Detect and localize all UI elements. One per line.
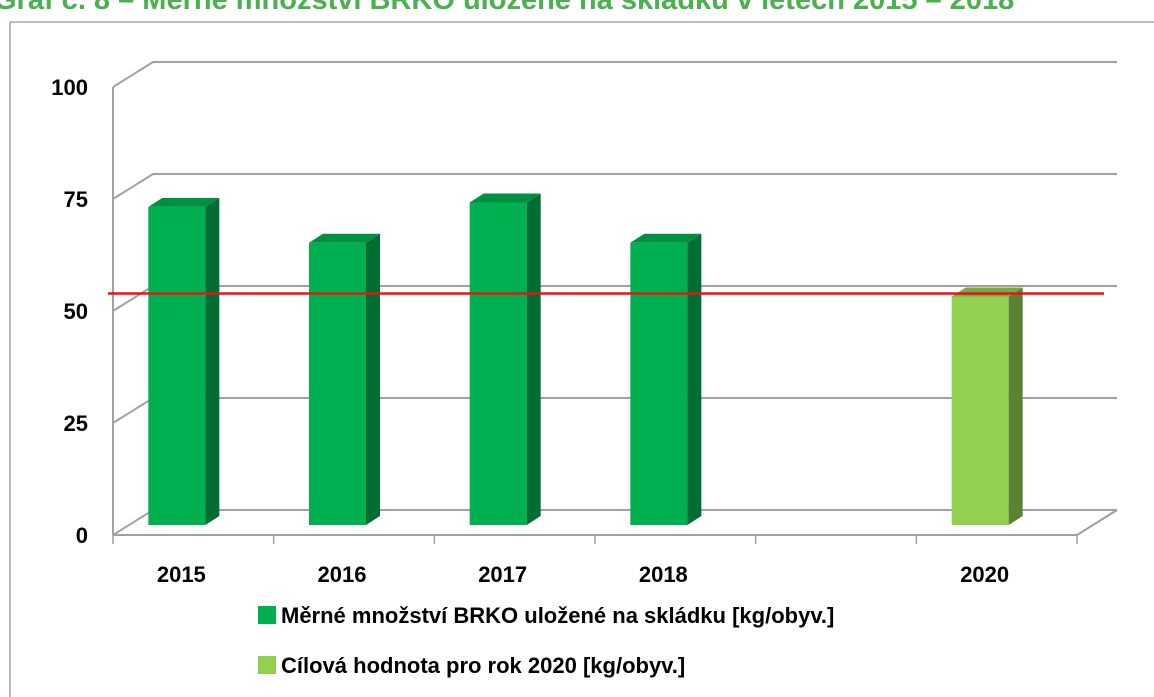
bar-face — [687, 233, 702, 525]
bar — [951, 287, 1023, 525]
x-tick-label: 2020 — [960, 562, 1009, 587]
x-tick-label: 2016 — [318, 562, 367, 587]
grid-line — [112, 173, 1117, 200]
x-tick-label: 2015 — [157, 562, 206, 587]
bar — [630, 233, 702, 525]
y-tick-label: 0 — [76, 523, 88, 548]
y-tick-label: 75 — [64, 187, 88, 212]
bar-face — [309, 242, 366, 525]
bar-face — [469, 202, 527, 525]
y-tick-label: 100 — [51, 75, 88, 100]
bar-face — [148, 206, 206, 526]
legend-swatch — [258, 656, 276, 674]
bar-face — [205, 197, 220, 526]
bar — [148, 197, 220, 526]
x-tick-label: 2018 — [639, 562, 688, 587]
bar-face — [951, 296, 1009, 525]
bar-face — [526, 193, 541, 525]
bar-face — [630, 242, 688, 525]
bar-face — [366, 233, 380, 525]
bar — [469, 193, 541, 525]
bar-face — [148, 197, 220, 207]
axis-line — [1076, 509, 1118, 536]
bar-face — [469, 193, 541, 203]
legend-swatch — [258, 606, 276, 624]
bar-face — [1008, 287, 1023, 525]
bar — [309, 233, 380, 525]
legend-label: Cílová hodnota pro rok 2020 [kg/obyv.] — [281, 653, 685, 678]
bar-face — [309, 233, 380, 243]
y-tick-label: 50 — [64, 299, 88, 324]
grid-line — [112, 61, 1117, 88]
x-tick-label: 2017 — [478, 562, 527, 587]
chart-title: Graf č. 8 – Měrné množství BRKO uložené … — [0, 0, 1014, 16]
y-tick-label: 25 — [64, 411, 88, 436]
bar-face — [630, 233, 702, 243]
legend-label: Měrné množství BRKO uložené na skládku [… — [281, 603, 834, 628]
